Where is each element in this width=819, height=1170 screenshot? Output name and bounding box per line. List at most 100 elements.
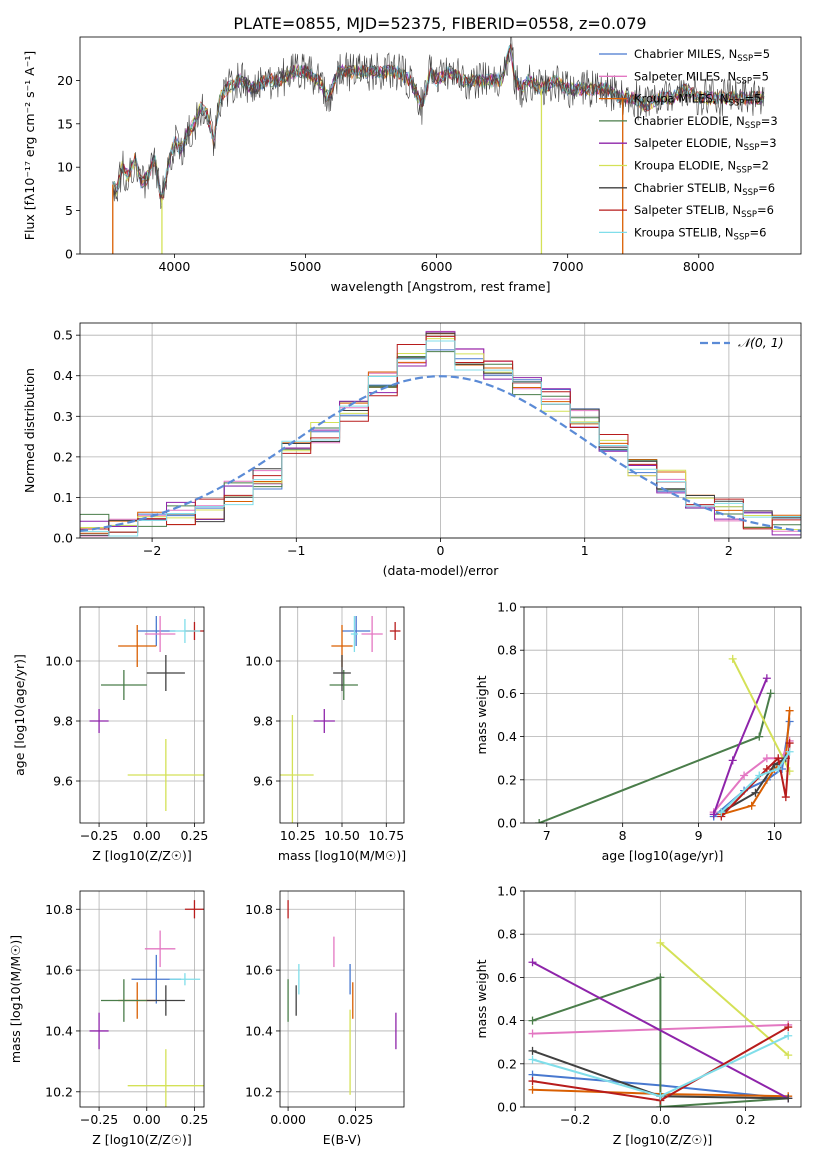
- errorbar-point: [313, 709, 335, 733]
- legend-label: Kroupa ELODIE, N: [634, 159, 736, 173]
- legend-entry: Salpeter MILES, NSSP=5: [634, 69, 769, 86]
- x-tick-label: −2: [143, 543, 161, 558]
- plot-area: [535, 654, 794, 823]
- x-tick-label: 4000: [158, 259, 190, 274]
- weight-marker: [528, 1085, 537, 1094]
- errorbar-point: [127, 739, 204, 811]
- errorbar-point: [333, 655, 351, 691]
- y-tick-label: 0.2: [53, 449, 73, 464]
- weight-marker: [709, 810, 718, 819]
- x-tick-label: 7000: [552, 259, 584, 274]
- errorbar-point: [137, 616, 176, 646]
- x-tick-label: 10: [766, 828, 782, 843]
- weight-line: [532, 976, 789, 1107]
- legend-subscript: SSP: [729, 99, 745, 109]
- y-tick-label: 0: [65, 247, 73, 262]
- legend-label: Salpeter STELIB, N: [634, 203, 741, 217]
- y-tick-label: 9.8: [53, 714, 73, 729]
- y-tick-label: 0.2: [497, 1056, 517, 1071]
- x-tick-label: 0: [437, 543, 445, 558]
- x-tick-label: −1: [287, 543, 305, 558]
- y-tick-label: 0.4: [497, 1013, 517, 1028]
- weight-marker: [528, 1029, 537, 1038]
- errorbar-point: [169, 973, 201, 986]
- weight-marker: [535, 819, 544, 823]
- weight-marker: [656, 973, 665, 982]
- plot-area: [287, 900, 397, 1095]
- x-tick-label: 0.025: [338, 1112, 374, 1127]
- y-tick-label: 10.6: [245, 963, 273, 978]
- legend-suffix: =3: [761, 114, 778, 128]
- panel-mass-vs-EBV: 0.000 0.025 10.2 10.4 10.6 10.8 E(B-V): [245, 890, 405, 1147]
- weight-marker: [528, 1055, 537, 1064]
- weight-marker: [784, 1051, 793, 1060]
- weight-marker: [784, 1031, 793, 1040]
- x-tick-label: −0.25: [80, 1112, 118, 1127]
- grid: [524, 606, 801, 824]
- axes-frame: [79, 322, 802, 539]
- y-tick-label: 20: [57, 73, 73, 88]
- weight-marker: [717, 808, 726, 817]
- errorbar-point: [100, 670, 147, 700]
- grid: [524, 890, 801, 1108]
- weight-marker: [728, 756, 737, 765]
- x-tick-label: 10.75: [368, 828, 404, 843]
- x-tick-label: 7: [543, 828, 551, 843]
- weight-marker: [751, 788, 760, 797]
- histogram-step: [80, 340, 801, 538]
- errorbar-point: [100, 979, 147, 1022]
- x-tick-label: 5000: [290, 259, 322, 274]
- y-axis-label: Flux [fλ10⁻¹⁷ erg cm⁻² s⁻¹ A⁻¹]: [22, 51, 37, 240]
- weight-marker: [762, 754, 771, 763]
- legend-entry: Kroupa STELIB, NSSP=6: [634, 225, 766, 242]
- legend-entry: Kroupa MILES, NSSP=5: [634, 92, 761, 109]
- y-tick-label: 0.0: [497, 1100, 517, 1115]
- y-tick-label: 0.1: [53, 490, 73, 505]
- y-tick-label: 0.4: [497, 729, 517, 744]
- legend-suffix: =6: [749, 225, 766, 239]
- plot-area: [112, 37, 765, 254]
- y-tick-label: 0.2: [497, 772, 517, 787]
- x-tick-label: −0.25: [80, 828, 118, 843]
- y-axis-label: mass weight: [474, 675, 489, 754]
- weight-marker: [785, 739, 794, 748]
- grid: [80, 891, 204, 1107]
- legend-subscript: SSP: [744, 143, 760, 153]
- errorbar-point: [329, 670, 358, 700]
- legend-label: 𝒩(0, 1): [738, 335, 784, 350]
- plot-area: [528, 938, 793, 1107]
- weight-line: [731, 658, 791, 772]
- weight-marker: [774, 754, 783, 763]
- x-axis-label: Z [log10(Z/Z☉)]: [92, 1132, 192, 1147]
- y-tick-label: 10.0: [45, 654, 73, 669]
- y-axis-label: age [log10(age/yr)]: [12, 654, 27, 776]
- panel-mass-vs-Z: −0.25 0.00 0.25 10.2 10.4 10.6 10.8 Z [log10(Z/…: [8, 890, 208, 1147]
- weight-marker: [774, 765, 783, 773]
- y-tick-label: 10.2: [45, 1084, 73, 1099]
- legend-subscript: SSP: [742, 188, 758, 198]
- weight-marker: [528, 1046, 537, 1055]
- legend-entry: Kroupa ELODIE, NSSP=2: [634, 159, 769, 176]
- legend-suffix: =5: [744, 92, 761, 106]
- legend-label: Chabrier STELIB, N: [634, 181, 742, 195]
- x-axis-label: wavelength [Angstrom, rest frame]: [330, 279, 550, 294]
- errorbar-point: [280, 715, 314, 823]
- panel-age-vs-mass: 10.25 10.50 10.75 9.6 9.8 10.0 mass [log10(M/M…: [245, 606, 406, 863]
- legend: 𝒩(0, 1): [700, 335, 784, 350]
- legend-entry: Salpeter STELIB, NSSP=6: [634, 203, 774, 220]
- y-tick-label: 0.3: [53, 409, 73, 424]
- weight-marker: [528, 958, 537, 967]
- x-tick-label: 0.00: [133, 828, 161, 843]
- grid: [280, 891, 404, 1107]
- x-tick-label: 2: [725, 543, 733, 558]
- x-axis-label: Z [log10(Z/Z☉)]: [613, 1132, 713, 1147]
- legend-suffix: =6: [757, 203, 774, 217]
- errorbar-point: [342, 616, 371, 646]
- legend-label: Kroupa MILES, N: [634, 92, 729, 106]
- errorbar-point: [350, 616, 358, 652]
- x-tick-label: 0.0: [650, 1112, 670, 1127]
- x-tick-label: 0.25: [181, 828, 209, 843]
- y-tick-label: 10.8: [245, 902, 273, 917]
